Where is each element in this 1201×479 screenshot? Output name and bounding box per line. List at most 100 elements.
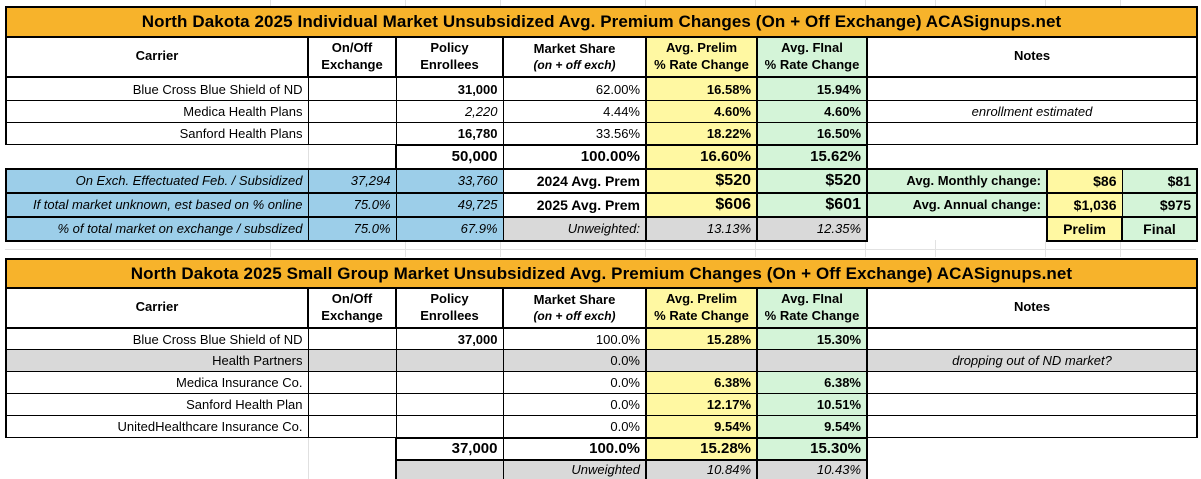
- cell-exchange[interactable]: [307, 415, 397, 439]
- col-header-final-rate[interactable]: Avg. FInal% Rate Change: [756, 287, 868, 329]
- cell-market-share[interactable]: 0.0%: [502, 371, 647, 395]
- cell-enrollees[interactable]: [395, 415, 504, 439]
- change-label-cell[interactable]: Avg. Monthly change:: [866, 167, 1048, 194]
- cell-market-share[interactable]: 100.0%: [502, 327, 647, 351]
- change-final-cell[interactable]: $975: [1121, 191, 1198, 218]
- cell-empty[interactable]: [867, 438, 1197, 460]
- cell-carrier[interactable]: Blue Cross Blue Shield of ND: [5, 327, 309, 351]
- summary-value-cell[interactable]: 49,725: [395, 191, 504, 218]
- prelim-column-label[interactable]: Prelim: [1046, 215, 1123, 242]
- cell-prelim-rate[interactable]: 6.38%: [645, 371, 758, 395]
- cell-prelim-rate[interactable]: 9.54%: [645, 415, 758, 439]
- summary-value-cell[interactable]: 33,760: [395, 167, 504, 194]
- col-header-carrier[interactable]: Carrier: [5, 287, 309, 329]
- cell-empty[interactable]: [308, 144, 397, 169]
- cell-empty[interactable]: [867, 217, 1047, 241]
- cell-final-rate[interactable]: 10.51%: [756, 393, 868, 417]
- change-prelim-cell[interactable]: $1,036: [1046, 191, 1123, 218]
- cell-market-share[interactable]: 33.56%: [502, 122, 647, 146]
- premium-year-label[interactable]: 2024 Avg. Prem: [502, 167, 647, 194]
- premium-final-cell[interactable]: $601: [756, 191, 868, 218]
- cell-total-final[interactable]: 15.62%: [756, 143, 868, 170]
- premium-final-cell[interactable]: $520: [756, 167, 868, 194]
- col-header-notes[interactable]: Notes: [866, 36, 1198, 78]
- cell-notes[interactable]: enrollment estimated: [866, 100, 1198, 124]
- cell-final-rate[interactable]: [756, 349, 868, 373]
- cell-market-share[interactable]: 0.0%: [502, 415, 647, 439]
- cell-prelim-rate[interactable]: 18.22%: [645, 122, 758, 146]
- cell-total-prelim[interactable]: 16.60%: [645, 143, 758, 170]
- cell-empty[interactable]: [867, 145, 1197, 169]
- cell-prelim-rate[interactable]: [645, 349, 758, 373]
- cell-enrollees[interactable]: 37,000: [395, 327, 504, 351]
- col-header-prelim-rate[interactable]: Avg. Prelim% Rate Change: [645, 287, 758, 329]
- cell-notes[interactable]: [866, 415, 1198, 439]
- cell-empty[interactable]: [867, 460, 1197, 479]
- summary-label-cell[interactable]: If total market unknown, est based on % …: [5, 191, 309, 218]
- summary-label-cell[interactable]: % of total market on exchange / subsdize…: [5, 215, 309, 242]
- col-header-final-rate[interactable]: Avg. FInal% Rate Change: [756, 36, 868, 78]
- cell-carrier[interactable]: Medica Health Plans: [5, 100, 309, 124]
- cell-market-share[interactable]: 62.00%: [502, 76, 647, 102]
- cell-enrollees[interactable]: [395, 393, 504, 417]
- cell-exchange[interactable]: [307, 349, 397, 373]
- cell-notes[interactable]: [866, 122, 1198, 146]
- col-header-market-share[interactable]: Market Share (on + off exch): [502, 36, 647, 78]
- cell-exchange[interactable]: [307, 76, 397, 102]
- premium-prelim-cell[interactable]: $520: [645, 167, 758, 194]
- col-header-exchange[interactable]: On/Off Exchange: [307, 36, 397, 78]
- cell-prelim-rate[interactable]: 12.17%: [645, 393, 758, 417]
- cell-prelim-rate[interactable]: 4.60%: [645, 100, 758, 124]
- cell-carrier[interactable]: Health Partners: [5, 349, 309, 373]
- unweighted-prelim-cell[interactable]: 10.84%: [645, 459, 758, 479]
- cell-prelim-rate[interactable]: 16.58%: [645, 76, 758, 102]
- cell-empty[interactable]: [6, 144, 309, 169]
- cell-exchange[interactable]: [307, 371, 397, 395]
- cell-exchange[interactable]: [307, 393, 397, 417]
- cell-enrollees[interactable]: 2,220: [395, 100, 504, 124]
- col-header-prelim-rate[interactable]: Avg. Prelim% Rate Change: [645, 36, 758, 78]
- premium-prelim-cell[interactable]: $606: [645, 191, 758, 218]
- cell-final-rate[interactable]: 15.94%: [756, 76, 868, 102]
- change-label-cell[interactable]: Avg. Annual change:: [866, 191, 1048, 218]
- cell-notes[interactable]: [866, 327, 1198, 351]
- summary-value-cell[interactable]: 67.9%: [395, 215, 504, 242]
- cell-prelim-rate[interactable]: 15.28%: [645, 327, 758, 351]
- cell-notes[interactable]: dropping out of ND market?: [866, 349, 1198, 373]
- cell-enrollees[interactable]: [395, 371, 504, 395]
- cell-exchange[interactable]: [307, 327, 397, 351]
- col-header-exchange[interactable]: On/Off Exchange: [307, 287, 397, 329]
- unweighted-prelim-cell[interactable]: 13.13%: [645, 215, 758, 242]
- cell-empty[interactable]: [308, 437, 397, 460]
- cell-empty[interactable]: [395, 459, 504, 479]
- cell-exchange[interactable]: [307, 100, 397, 124]
- cell-notes[interactable]: [866, 76, 1198, 102]
- cell-total-share[interactable]: 100.0%: [502, 436, 647, 461]
- cell-market-share[interactable]: 0.0%: [502, 349, 647, 373]
- cell-total-share[interactable]: 100.00%: [502, 143, 647, 170]
- summary-value-cell[interactable]: 37,294: [307, 167, 397, 194]
- cell-total-prelim[interactable]: 15.28%: [645, 436, 758, 461]
- table2-title[interactable]: North Dakota 2025 Small Group Market Uns…: [5, 258, 1198, 289]
- final-column-label[interactable]: Final: [1121, 215, 1198, 242]
- cell-carrier[interactable]: Blue Cross Blue Shield of ND: [5, 76, 309, 102]
- unweighted-label-cell[interactable]: Unweighted: [502, 459, 647, 479]
- cell-notes[interactable]: [866, 371, 1198, 395]
- change-final-cell[interactable]: $81: [1121, 167, 1198, 194]
- cell-final-rate[interactable]: 15.30%: [756, 327, 868, 351]
- col-header-enrollees[interactable]: Policy Enrollees: [395, 36, 504, 78]
- cell-total-final[interactable]: 15.30%: [756, 436, 868, 461]
- cell-enrollees[interactable]: [395, 349, 504, 373]
- unweighted-final-cell[interactable]: 10.43%: [756, 459, 868, 479]
- change-prelim-cell[interactable]: $86: [1046, 167, 1123, 194]
- cell-exchange[interactable]: [307, 122, 397, 146]
- cell-market-share[interactable]: 4.44%: [502, 100, 647, 124]
- cell-final-rate[interactable]: 16.50%: [756, 122, 868, 146]
- col-header-market-share[interactable]: Market Share (on + off exch): [502, 287, 647, 329]
- premium-year-label[interactable]: 2025 Avg. Prem: [502, 191, 647, 218]
- table1-title[interactable]: North Dakota 2025 Individual Market Unsu…: [5, 6, 1198, 38]
- cell-empty[interactable]: [6, 459, 309, 479]
- cell-carrier[interactable]: Medica Insurance Co.: [5, 371, 309, 395]
- cell-empty[interactable]: [6, 437, 309, 460]
- cell-notes[interactable]: [866, 393, 1198, 417]
